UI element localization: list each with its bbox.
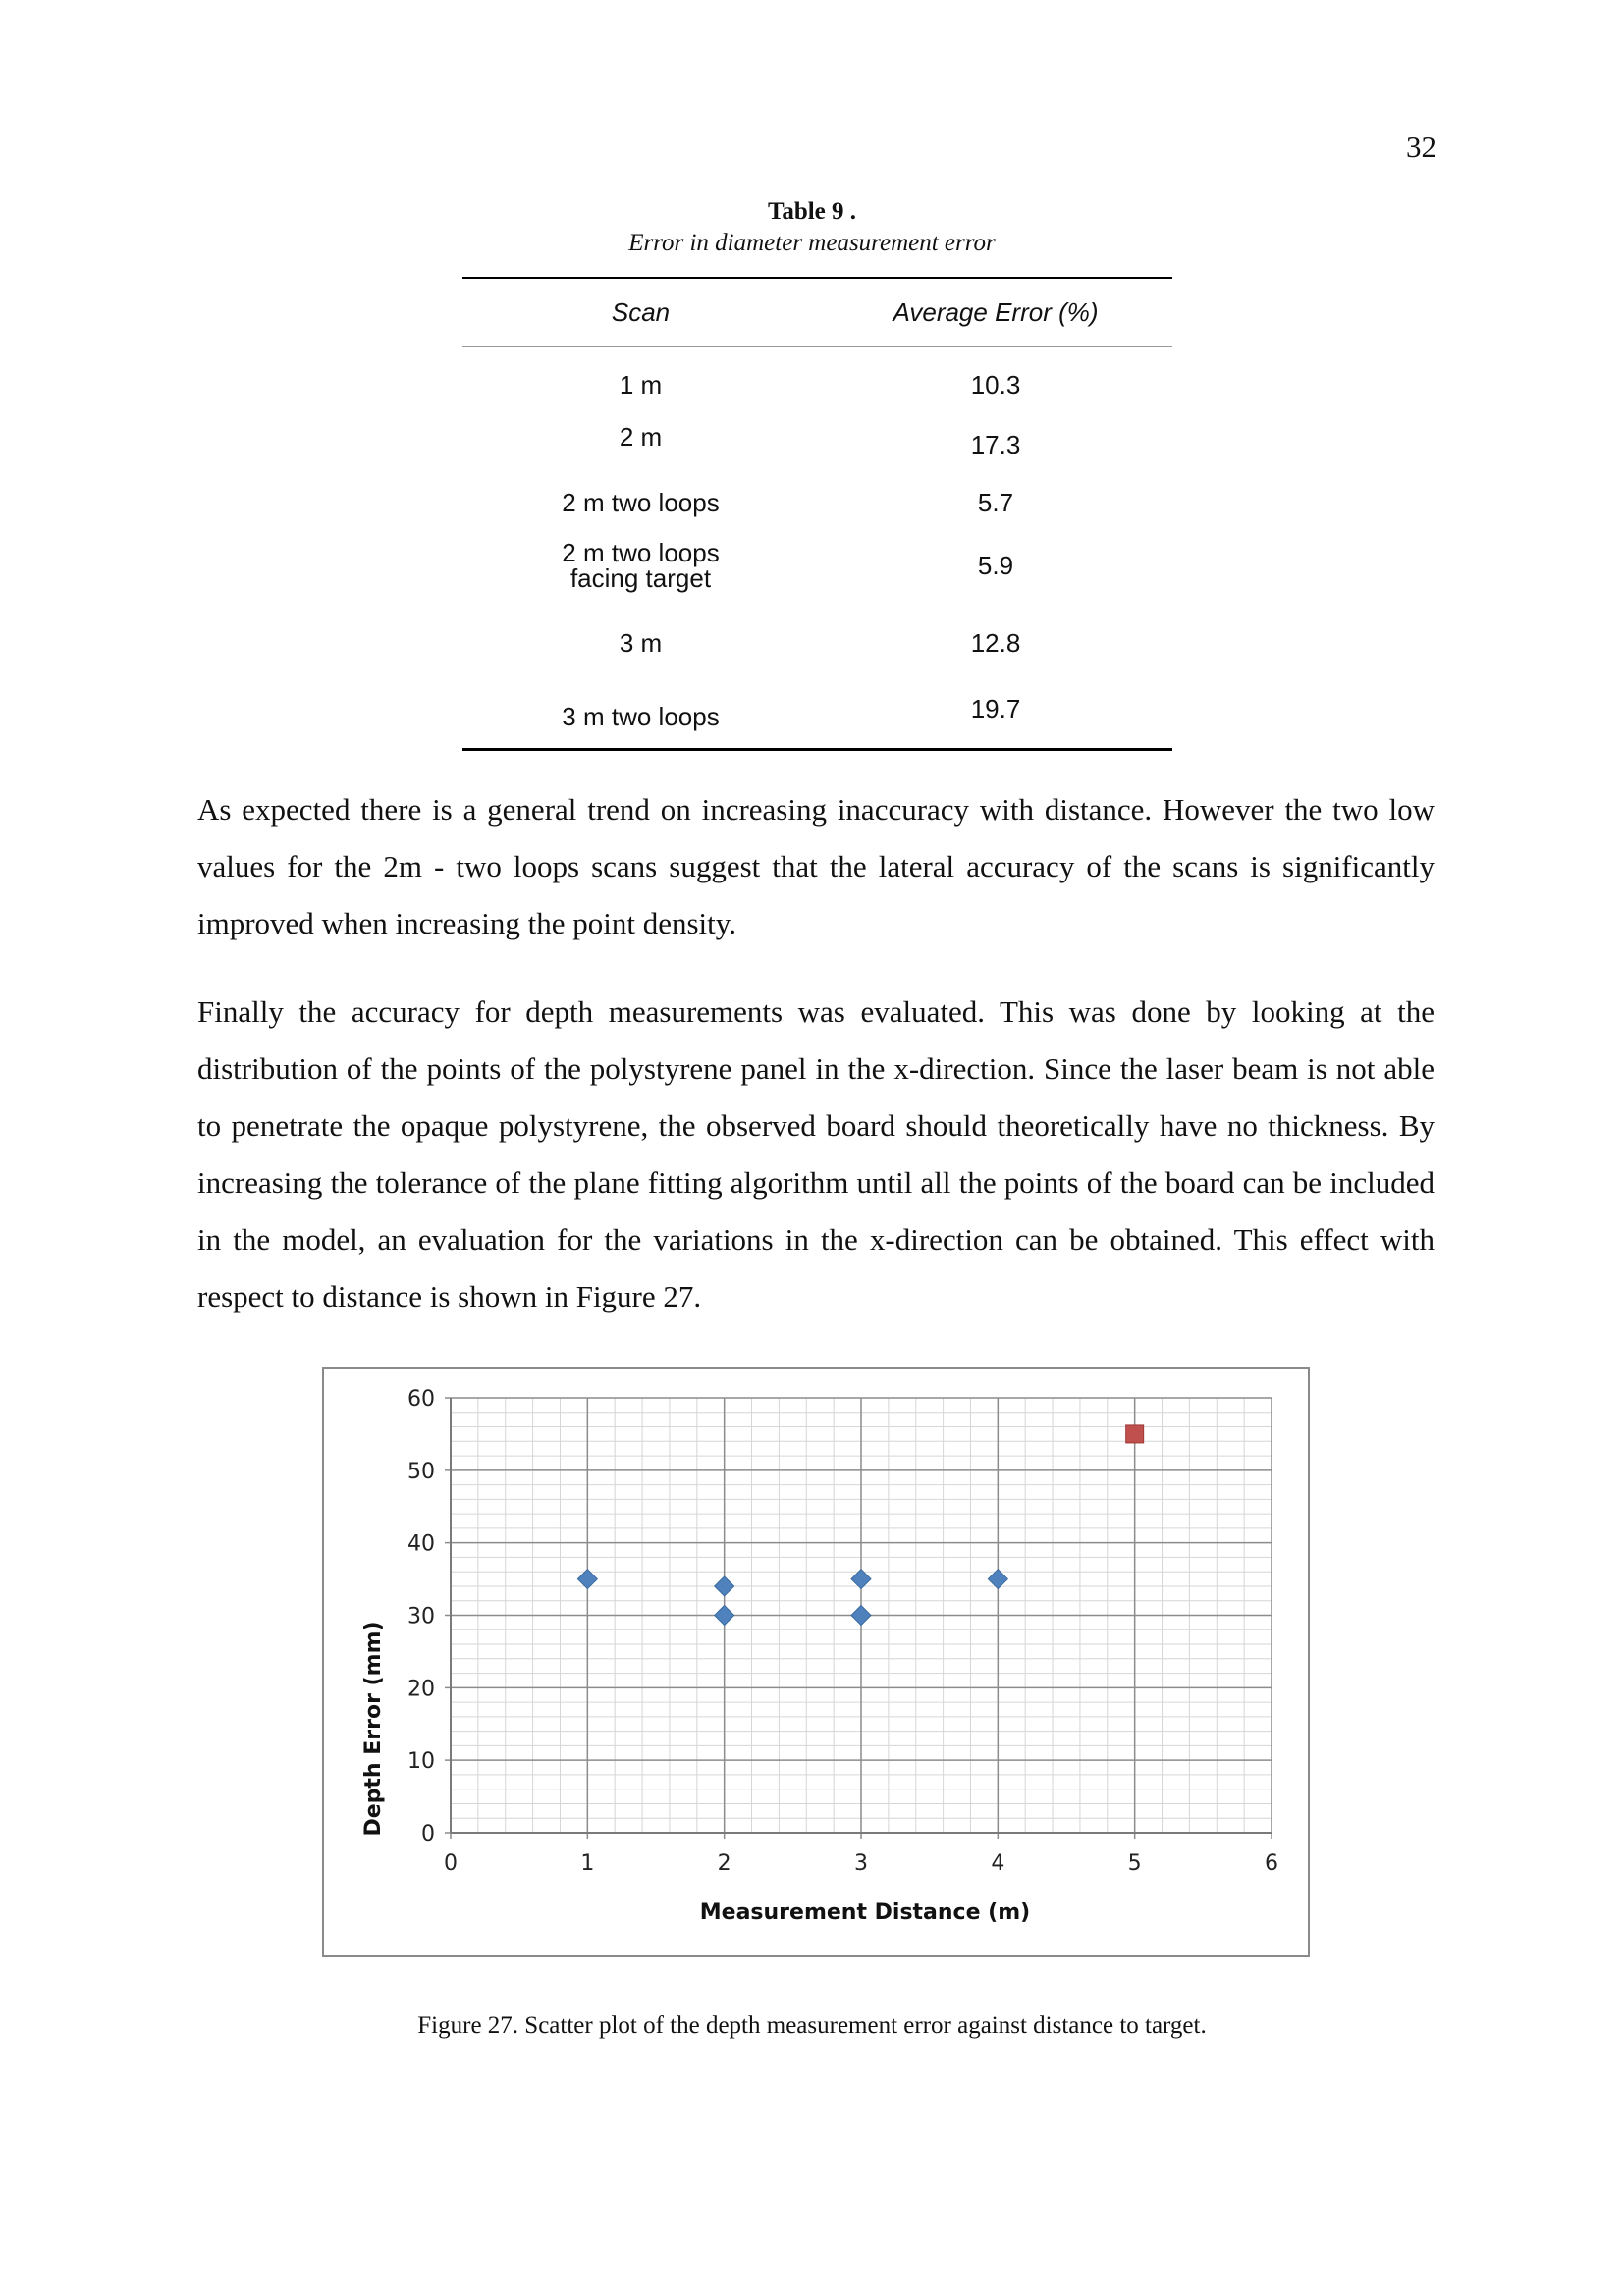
- data-point-diamond: [850, 1604, 872, 1627]
- column-header-scan: Scan: [462, 277, 819, 347]
- y-tick-label: 50: [407, 1460, 435, 1484]
- x-tick-label: 1: [580, 1851, 594, 1876]
- table-row: 2 m two loops facing target 5.9: [462, 533, 1172, 598]
- x-axis-label: Measurement Distance (m): [700, 1900, 1030, 1925]
- y-axis-label: Depth Error (mm): [361, 1621, 386, 1836]
- error-cell: 12.8: [970, 628, 1021, 658]
- x-tick-label: 0: [444, 1851, 458, 1876]
- scan-cell: 3 m: [619, 628, 663, 658]
- x-tick-label: 2: [718, 1851, 731, 1876]
- error-cell: 5.7: [977, 488, 1014, 517]
- table-caption: Table 9 . Error in diameter measurement …: [0, 196, 1624, 259]
- column-header-average-error: Average Error (%): [819, 277, 1172, 347]
- data-point-diamond: [987, 1568, 1009, 1590]
- y-tick-label: 40: [407, 1532, 435, 1557]
- data-point-square: [1125, 1424, 1145, 1444]
- x-tick-label: 4: [991, 1851, 1004, 1876]
- data-point-diamond: [713, 1575, 735, 1597]
- error-cell: 17.3: [970, 430, 1021, 459]
- figure-caption: Figure 27. Scatter plot of the depth mea…: [417, 2012, 1207, 2039]
- table-row: 2 m 17.3: [462, 409, 1172, 472]
- error-table: Scan Average Error (%) 1 m 10.3 2 m 17.3…: [462, 277, 1172, 751]
- chart-axes: [450, 1398, 1272, 1834]
- error-cell: 5.9: [977, 551, 1014, 580]
- error-cell: 10.3: [970, 369, 1021, 400]
- table-number: Table 9 .: [767, 198, 857, 225]
- data-point-diamond: [576, 1568, 599, 1590]
- data-point-diamond: [850, 1568, 872, 1590]
- scan-cell: 2 m: [619, 422, 663, 452]
- y-tick-label: 30: [407, 1605, 435, 1629]
- error-cell: 19.7: [819, 678, 1172, 751]
- scan-cell: 2 m two loops facing target: [562, 538, 720, 593]
- y-tick-label: 20: [407, 1677, 435, 1701]
- x-tick-label: 3: [854, 1851, 868, 1876]
- body-paragraph: As expected there is a general trend on …: [197, 792, 1435, 940]
- table-row: 3 m 12.8: [462, 598, 1172, 678]
- body-paragraph: Finally the accuracy for depth measureme…: [197, 994, 1435, 1313]
- table-row: 1 m 10.3: [462, 347, 1172, 409]
- table-title: Error in diameter measurement error: [628, 230, 996, 256]
- table-row: 2 m two loops 5.7: [462, 472, 1172, 533]
- y-tick-label: 60: [407, 1387, 435, 1412]
- scan-cell: 2 m two loops: [562, 488, 720, 517]
- scan-cell: 3 m two loops: [462, 678, 819, 751]
- page-number: 32: [1406, 130, 1436, 164]
- x-tick-label: 6: [1265, 1851, 1278, 1876]
- data-points: [576, 1424, 1145, 1627]
- y-tick-label: 10: [407, 1749, 435, 1774]
- scatter-chart: 0 1 2 3 4 5 6 0 10 20 30 40 50 60 Measurement Distanc…: [322, 1367, 1310, 1957]
- table-row: 3 m two loops 19.7: [462, 678, 1172, 751]
- y-tick-label: 0: [421, 1822, 435, 1846]
- x-tick-label: 5: [1128, 1851, 1142, 1876]
- table-header-row: Scan Average Error (%): [462, 277, 1172, 347]
- data-point-diamond: [713, 1604, 735, 1627]
- scan-cell: 1 m: [619, 369, 663, 400]
